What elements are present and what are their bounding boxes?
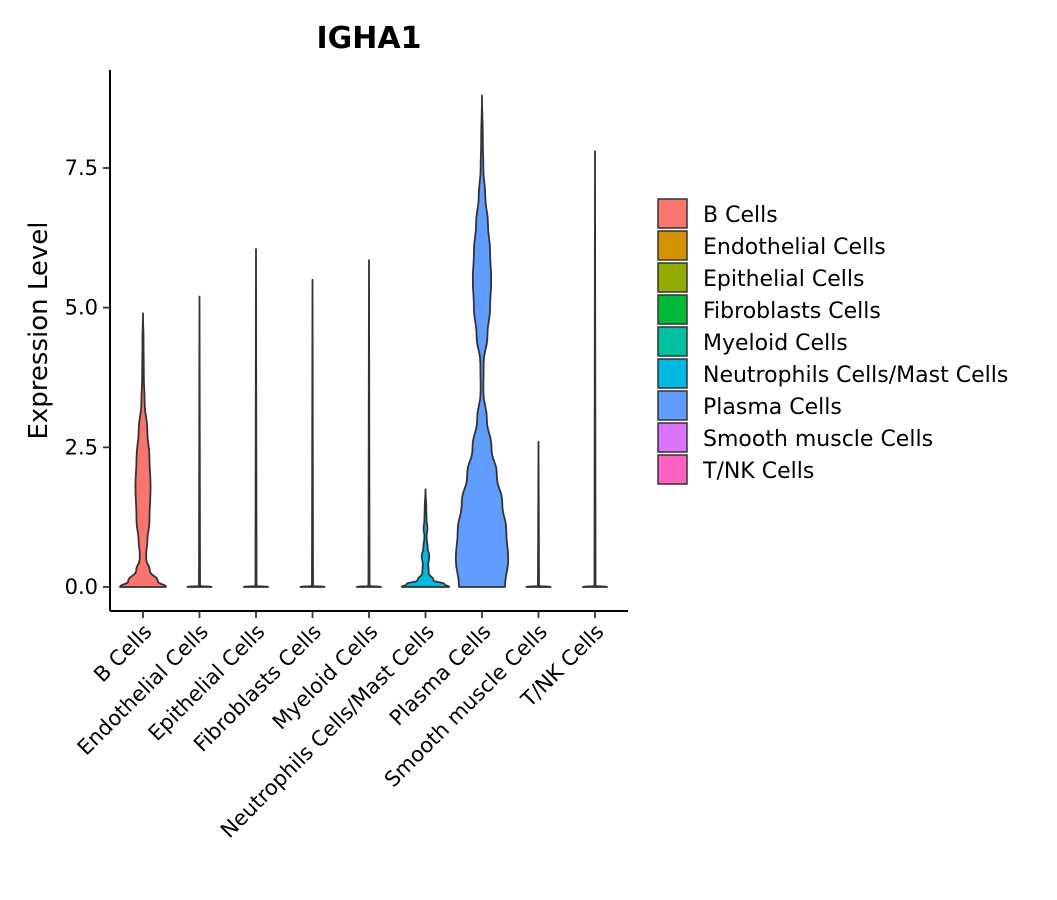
- legend-label: Smooth muscle Cells: [703, 427, 933, 452]
- legend-label: B Cells: [703, 203, 778, 228]
- violin-myeloid-cells: [355, 259, 383, 588]
- violin-plasma-cells: [454, 94, 510, 588]
- legend-swatch-fibroblasts-cells: [657, 294, 688, 325]
- legend-swatch-myeloid-cells: [657, 326, 688, 357]
- chart-title: IGHA1: [317, 21, 422, 56]
- legend-label: Neutrophils Cells/Mast Cells: [703, 363, 1008, 388]
- legend-swatch-endothelial-cells: [657, 230, 688, 261]
- legend-swatch-neutrophils-cells-mast-cells: [657, 358, 688, 389]
- legend-label: T/NK Cells: [702, 459, 814, 484]
- violin-b-cells: [119, 312, 167, 588]
- legend-label: Endothelial Cells: [703, 235, 886, 260]
- violin-t-nk-cells: [581, 150, 609, 588]
- violin-fibroblasts-cells: [299, 278, 326, 588]
- violin-smooth-muscle-cells: [525, 440, 552, 588]
- violin-endothelial-cells: [186, 295, 213, 588]
- legend-label: Epithelial Cells: [703, 267, 864, 292]
- y-tick-label: 0.0: [65, 575, 98, 599]
- legend-label: Myeloid Cells: [703, 331, 848, 356]
- legend-label: Fibroblasts Cells: [703, 299, 881, 324]
- legend-swatch-b-cells: [657, 198, 688, 229]
- legend-swatch-t-nk-cells: [657, 454, 688, 485]
- legend: B Cells Endothelial Cells Epithelial Cells…: [657, 198, 1008, 485]
- y-axis-title: Expression Level: [24, 221, 54, 439]
- legend-swatch-plasma-cells: [657, 390, 688, 421]
- y-tick-label: 2.5: [65, 435, 98, 459]
- violin-epithelial-cells: [242, 248, 270, 588]
- legend-swatch-epithelial-cells: [657, 262, 688, 293]
- y-tick-label: 5.0: [65, 296, 98, 320]
- legend-swatch-smooth-muscle-cells: [657, 422, 688, 453]
- y-tick-label: 7.5: [65, 156, 98, 180]
- legend-label: Plasma Cells: [703, 395, 842, 420]
- violin-neutrophils-cells-mast-cells: [400, 488, 451, 588]
- violins: [119, 94, 609, 588]
